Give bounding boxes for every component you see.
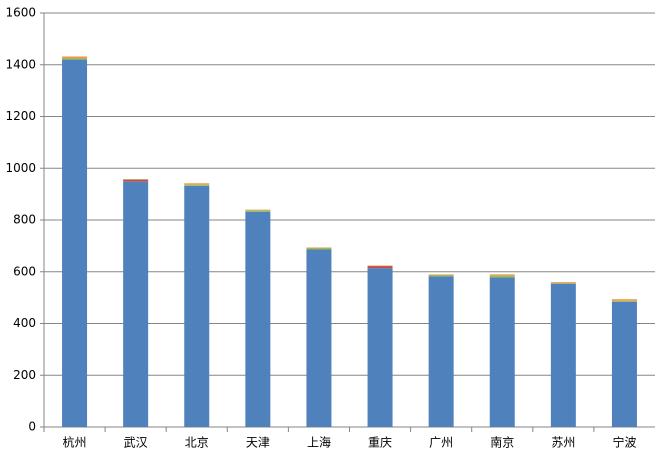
- bar-segment: [306, 247, 332, 248]
- bar-segment: [62, 58, 88, 60]
- y-tick-label: 200: [13, 368, 36, 382]
- bar-segment: [489, 274, 515, 276]
- x-tick-label: 南京: [490, 435, 514, 450]
- bar-segment: [550, 282, 576, 284]
- bar-segment: [550, 283, 576, 284]
- bar-segment: [184, 185, 210, 427]
- y-tick-label: 400: [13, 316, 36, 330]
- bar-segment: [306, 247, 332, 250]
- bar-segment: [428, 274, 454, 275]
- y-tick-label: 1600: [5, 6, 36, 20]
- bar-segment: [245, 211, 271, 427]
- bar-segment: [123, 179, 149, 182]
- x-tick-label: 北京: [185, 436, 209, 450]
- y-tick-label: 1400: [5, 57, 36, 71]
- bar-segment: [62, 59, 88, 427]
- bar-segment: [611, 301, 637, 427]
- bar-segment: [123, 181, 149, 427]
- x-tick-label: 宁波: [612, 435, 636, 450]
- bar-segment: [428, 274, 454, 277]
- bar-segment: [611, 300, 637, 302]
- bar-segment: [306, 249, 332, 427]
- bar-segment: [62, 56, 88, 59]
- y-tick-label: 1000: [5, 161, 36, 175]
- x-tick-label: 杭州: [63, 435, 87, 450]
- x-tick-label: 天津: [246, 436, 270, 450]
- bar-segment: [489, 277, 515, 427]
- bar-segment: [184, 183, 210, 185]
- x-tick-label: 武汉: [124, 436, 148, 450]
- bar-segment: [428, 276, 454, 427]
- bar-segment: [123, 179, 149, 180]
- x-tick-label: 重庆: [368, 436, 392, 450]
- bar-segment: [367, 266, 393, 269]
- y-tick-label: 0: [28, 420, 36, 434]
- bar-segment: [611, 299, 637, 301]
- x-tick-label: 广州: [429, 436, 453, 450]
- bar-segment: [367, 268, 393, 427]
- bar-segment: [245, 209, 271, 211]
- y-tick-label: 600: [13, 264, 36, 278]
- bar-segment: [184, 184, 210, 186]
- bar-segment: [367, 265, 393, 267]
- x-tick-label: 上海: [307, 435, 331, 450]
- bar-segment: [245, 210, 271, 212]
- bar-segment: [550, 283, 576, 427]
- bar-segment: [489, 275, 515, 278]
- y-tick-label: 800: [13, 213, 36, 227]
- y-tick-label: 1200: [5, 109, 36, 123]
- x-tick-label: 苏州: [551, 436, 575, 450]
